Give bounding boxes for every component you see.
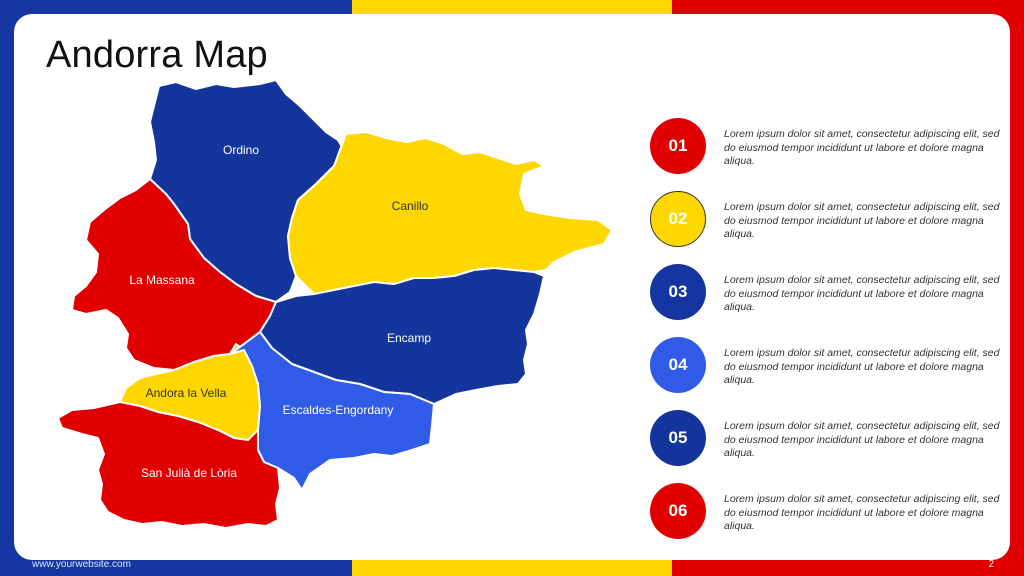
region-la-massana-label: La Massana — [129, 273, 195, 287]
region-san-julia-de-loria-label: San Julià de Lòria — [141, 466, 237, 480]
item-description-02: Lorem ipsum dolor sit amet, consectetur … — [724, 201, 1000, 240]
list-item-06: 06 Lorem ipsum dolor sit amet, consectet… — [650, 483, 1010, 539]
region-escaldes-engordany-shape — [229, 331, 435, 491]
region-escaldes-engordany-label: Escaldes-Engordany — [283, 403, 394, 417]
list-item-04: 04 Lorem ipsum dolor sit amet, consectet… — [650, 337, 1010, 393]
region-encamp[interactable]: Encamp — [259, 267, 545, 405]
item-description-01: Lorem ipsum dolor sit amet, consectetur … — [724, 128, 1000, 167]
region-canillo-shape — [287, 131, 613, 295]
item-description-05: Lorem ipsum dolor sit amet, consectetur … — [724, 420, 1000, 459]
region-la-massana[interactable]: La Massana — [71, 178, 277, 371]
region-canillo[interactable]: Canillo — [287, 131, 613, 295]
list-item-03: 03 Lorem ipsum dolor sit amet, consectet… — [650, 264, 1010, 320]
list-item-05: 05 Lorem ipsum dolor sit amet, consectet… — [650, 410, 1010, 466]
item-description-06: Lorem ipsum dolor sit amet, consectetur … — [724, 493, 1000, 532]
number-badge-01: 01 — [650, 118, 706, 174]
region-san-julia-de-loria-shape — [57, 401, 281, 529]
region-canillo-label: Canillo — [392, 199, 429, 213]
number-badge-04: 04 — [650, 337, 706, 393]
slide-title: Andorra Map — [46, 34, 268, 76]
number-badge-02: 02 — [650, 191, 706, 247]
region-ordino-label: Ordino — [223, 143, 259, 157]
number-badge-06: 06 — [650, 483, 706, 539]
region-encamp-label: Encamp — [387, 331, 431, 345]
region-escaldes-engordany[interactable]: Escaldes-Engordany — [229, 331, 435, 491]
footer-website-link[interactable]: www.yourwebsite.com — [32, 559, 131, 570]
region-andorra-la-vella-label: Andora la Vella — [146, 386, 227, 400]
slide-card: Andorra Map Ordino Canillo La Massana En… — [14, 14, 1010, 560]
list-item-02: 02 Lorem ipsum dolor sit amet, consectet… — [650, 191, 1010, 247]
region-andorra-la-vella[interactable]: Andora la Vella — [119, 343, 261, 441]
andorra-map: Ordino Canillo La Massana Encamp Andora … — [57, 79, 613, 529]
list-item-01: 01 Lorem ipsum dolor sit amet, consectet… — [650, 118, 1010, 174]
number-badge-05: 05 — [650, 410, 706, 466]
region-la-massana-shape — [71, 178, 277, 371]
item-description-04: Lorem ipsum dolor sit amet, consectetur … — [724, 347, 1000, 386]
page-number: 2 — [988, 559, 994, 570]
item-description-03: Lorem ipsum dolor sit amet, consectetur … — [724, 274, 1000, 313]
region-san-julia-de-loria[interactable]: San Julià de Lòria — [57, 401, 281, 529]
number-badge-03: 03 — [650, 264, 706, 320]
